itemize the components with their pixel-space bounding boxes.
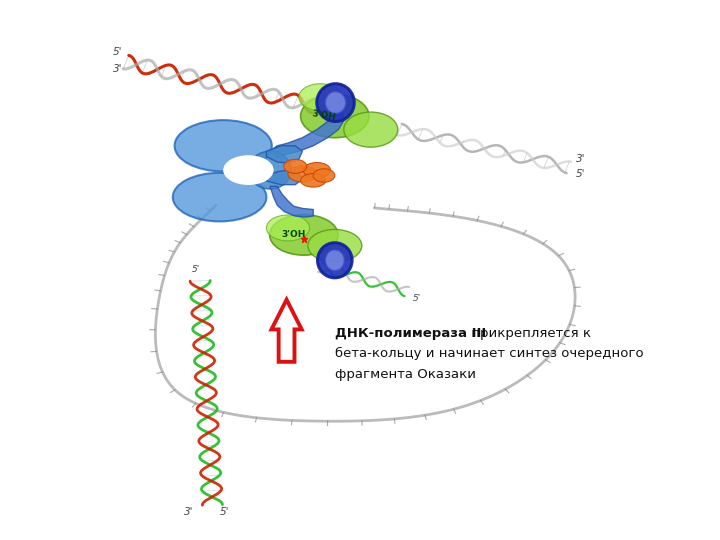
Ellipse shape — [269, 215, 338, 255]
Ellipse shape — [266, 215, 310, 241]
Polygon shape — [266, 170, 302, 185]
Text: ДНК-полимераза III: ДНК-полимераза III — [335, 327, 486, 340]
Text: 3': 3' — [576, 154, 585, 164]
Ellipse shape — [313, 168, 335, 183]
Ellipse shape — [174, 120, 272, 172]
Polygon shape — [271, 300, 302, 362]
Ellipse shape — [173, 173, 266, 221]
Ellipse shape — [303, 163, 330, 178]
Ellipse shape — [344, 112, 397, 147]
Polygon shape — [270, 111, 344, 157]
Ellipse shape — [325, 92, 346, 113]
Ellipse shape — [317, 84, 354, 122]
Ellipse shape — [318, 242, 352, 278]
Text: 3'OH: 3'OH — [311, 110, 337, 123]
Text: 5': 5' — [113, 48, 122, 57]
Text: 5': 5' — [413, 294, 420, 302]
Ellipse shape — [301, 94, 369, 138]
Polygon shape — [266, 146, 302, 163]
Ellipse shape — [308, 230, 362, 262]
Ellipse shape — [223, 155, 274, 185]
Ellipse shape — [325, 250, 344, 271]
Text: фрагмента Оказаки: фрагмента Оказаки — [335, 368, 476, 381]
Text: 5': 5' — [576, 169, 585, 179]
Text: 3': 3' — [113, 64, 122, 73]
Text: 3': 3' — [184, 507, 194, 517]
Text: бета-кольцу и начинает синтез очередного: бета-кольцу и начинает синтез очередного — [335, 347, 644, 360]
Text: 5': 5' — [220, 507, 230, 517]
Text: 3'OH: 3'OH — [282, 231, 306, 239]
Polygon shape — [270, 186, 313, 217]
Ellipse shape — [284, 159, 307, 173]
Ellipse shape — [301, 173, 325, 187]
Ellipse shape — [288, 166, 317, 182]
Ellipse shape — [248, 151, 292, 189]
Text: 5': 5' — [192, 266, 200, 274]
Ellipse shape — [299, 84, 342, 111]
Text: прикрепляется к: прикрепляется к — [467, 327, 590, 340]
